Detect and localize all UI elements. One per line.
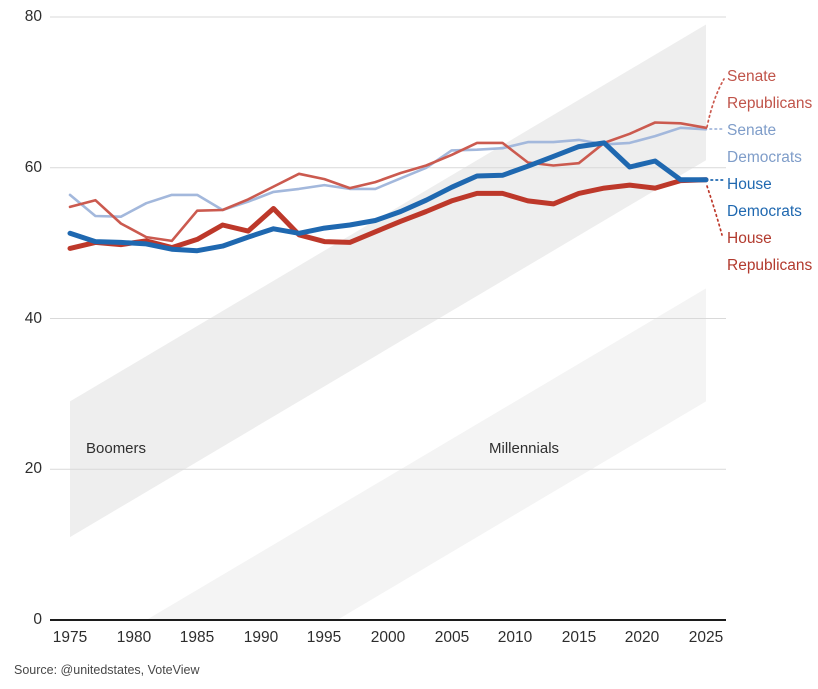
y-tick-label: 60 <box>24 159 42 176</box>
boomers-band-label: Boomers <box>86 440 147 457</box>
x-tick-label: 2020 <box>624 629 660 646</box>
legend-label-line: Republicans <box>727 257 813 274</box>
series-line-senate-republicans <box>68 121 708 243</box>
x-tick-label: 1980 <box>116 629 152 646</box>
millennials-generation-band <box>146 288 707 620</box>
x-tick-label: 2010 <box>497 629 533 646</box>
boomers-generation-band <box>70 24 706 538</box>
x-tick-label: 2015 <box>561 629 597 646</box>
legend-label-line: Republicans <box>727 95 813 112</box>
leader-house-republicans <box>706 185 723 236</box>
x-tick-label: 1990 <box>243 629 279 646</box>
legend-label-line: House <box>727 176 772 193</box>
x-tick-label: 1975 <box>52 629 88 646</box>
series-line-house-democrats <box>67 140 709 254</box>
source-credit: Source: @unitedstates, VoteView <box>14 663 200 677</box>
legend-label-line: Democrats <box>727 149 802 166</box>
y-tick-label: 20 <box>24 460 42 477</box>
legend-label-line: Senate <box>727 68 777 85</box>
x-tick-label: 1995 <box>306 629 342 646</box>
legend-label-line: Senate <box>727 122 777 139</box>
leader-senate-republicans <box>706 78 725 128</box>
legend-label-line: Democrats <box>727 203 802 220</box>
x-tick-label: 2005 <box>434 629 470 646</box>
legend-house-republicans: House Republicans <box>727 225 818 279</box>
legend-label-line: House <box>727 230 772 247</box>
y-tick-label: 40 <box>24 310 42 327</box>
series-line-house-republicans <box>67 177 709 251</box>
x-tick-label: 1985 <box>179 629 215 646</box>
legend-senate-democrats: Senate Democrats <box>727 117 818 171</box>
legend-senate-republicans: Senate Republicans <box>727 63 818 117</box>
millennials-band-label: Millennials <box>489 440 560 457</box>
legend-house-democrats: House Democrats <box>727 171 818 225</box>
x-tick-label: 2000 <box>370 629 406 646</box>
x-tick-label: 2025 <box>688 629 724 646</box>
y-tick-label: 0 <box>33 611 42 628</box>
y-tick-label: 80 <box>24 8 42 25</box>
